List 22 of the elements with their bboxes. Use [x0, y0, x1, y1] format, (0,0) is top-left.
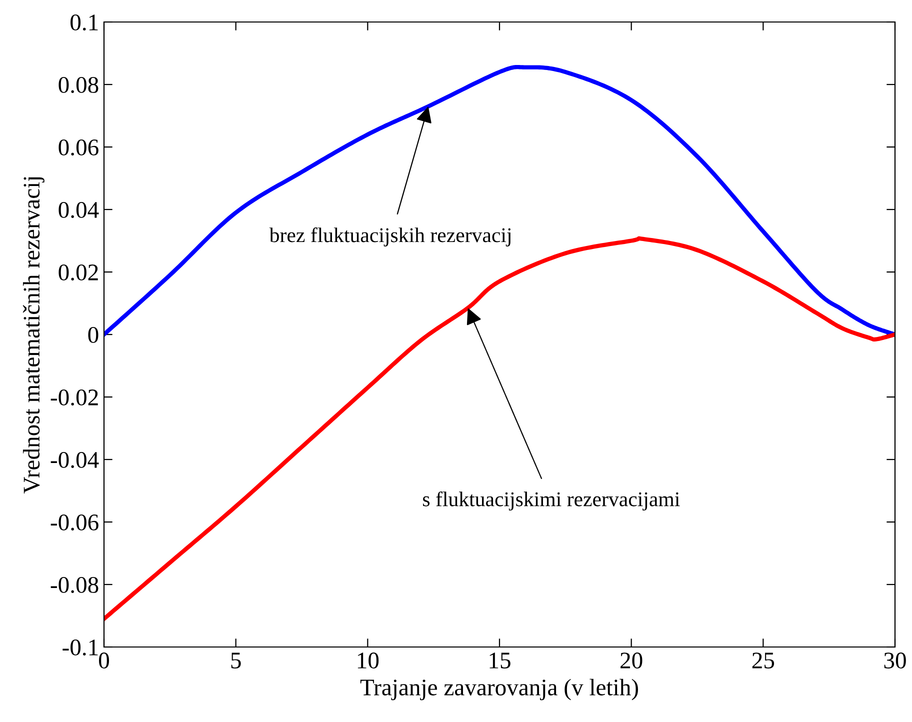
x-tick-label: 30 — [884, 652, 906, 668]
x-tick-label: 25 — [752, 652, 774, 668]
y-tick-label: 0.06 — [58, 139, 98, 156]
annotation: brez fluktuacijskih rezervacij — [269, 227, 510, 246]
y-tick-label: -0.1 — [62, 639, 98, 656]
y-tick-label: 0.08 — [58, 76, 98, 94]
annotation: s fluktuacijskimi rezervacijami — [423, 491, 680, 511]
y-tick-label: 0.04 — [58, 202, 99, 218]
x-tick-label: 15 — [490, 652, 510, 668]
x-tick-label: 0 — [98, 652, 110, 668]
y-axis-title: Vrednost matematičnih rezervacij — [22, 177, 44, 494]
y-tick-label: -0.02 — [50, 389, 98, 406]
x-axis-title: Trajanje zavarovanja (v letih) — [360, 678, 638, 700]
y-tick-label: -0.06 — [50, 514, 98, 531]
x-tick-label: 10 — [358, 652, 379, 668]
x-tick-label: 5 — [231, 652, 241, 668]
y-tick-label: 0.1 — [70, 14, 98, 31]
y-tick-label: -0.04 — [50, 452, 99, 468]
y-tick-label: -0.08 — [50, 576, 98, 594]
y-tick-label: 0 — [88, 326, 98, 343]
y-tick-label: 0.02 — [58, 264, 98, 281]
x-tick-label: 20 — [620, 652, 642, 668]
